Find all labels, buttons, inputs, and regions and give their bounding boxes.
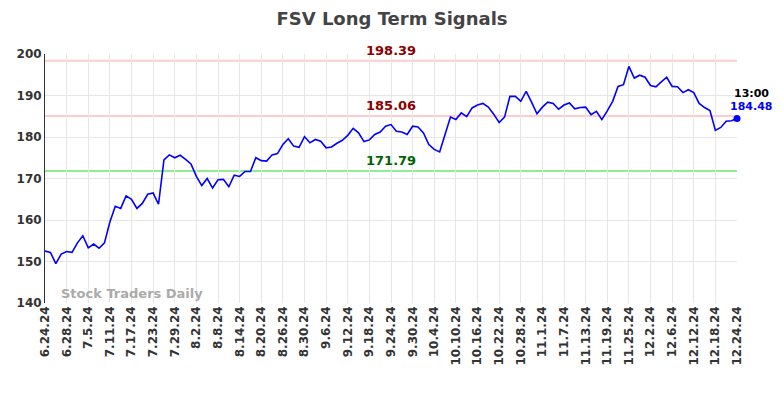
svg-text:7.29.24: 7.29.24: [168, 306, 182, 357]
svg-text:8.8.24: 8.8.24: [211, 306, 225, 349]
svg-text:198.39: 198.39: [366, 43, 416, 58]
svg-text:10.4.24: 10.4.24: [427, 306, 441, 357]
svg-text:12.24.24: 12.24.24: [730, 306, 744, 365]
svg-text:FSV Long Term Signals: FSV Long Term Signals: [276, 8, 507, 29]
svg-text:8.30.24: 8.30.24: [297, 306, 311, 357]
svg-text:140: 140: [17, 296, 42, 310]
svg-text:170: 170: [17, 172, 42, 186]
svg-text:6.28.24: 6.28.24: [60, 306, 74, 357]
svg-text:12.6.24: 12.6.24: [665, 306, 679, 357]
svg-text:10.10.24: 10.10.24: [449, 306, 463, 365]
svg-text:11.13.24: 11.13.24: [579, 306, 593, 365]
svg-text:8.20.24: 8.20.24: [254, 306, 268, 357]
svg-text:7.17.24: 7.17.24: [124, 306, 138, 357]
svg-text:11.19.24: 11.19.24: [600, 306, 614, 365]
svg-text:9.24.24: 9.24.24: [384, 306, 398, 357]
svg-text:9.18.24: 9.18.24: [362, 306, 376, 357]
svg-text:9.30.24: 9.30.24: [406, 306, 420, 357]
svg-text:8.14.24: 8.14.24: [233, 306, 247, 357]
svg-text:10.22.24: 10.22.24: [492, 306, 506, 365]
svg-text:184.48: 184.48: [730, 100, 772, 113]
svg-text:11.1.24: 11.1.24: [535, 306, 549, 357]
svg-text:8.2.24: 8.2.24: [189, 306, 203, 349]
svg-text:9.6.24: 9.6.24: [319, 306, 333, 349]
svg-text:8.26.24: 8.26.24: [276, 306, 290, 357]
svg-text:12.18.24: 12.18.24: [708, 306, 722, 365]
svg-text:Stock Traders Daily: Stock Traders Daily: [61, 286, 203, 301]
svg-text:190: 190: [17, 89, 42, 103]
svg-text:10.28.24: 10.28.24: [514, 306, 528, 365]
svg-text:12.12.24: 12.12.24: [687, 306, 701, 365]
svg-text:6.24.24: 6.24.24: [38, 306, 52, 357]
svg-text:150: 150: [17, 255, 42, 269]
svg-text:11.25.24: 11.25.24: [622, 306, 636, 365]
svg-text:11.7.24: 11.7.24: [557, 306, 571, 357]
svg-text:10.16.24: 10.16.24: [470, 306, 484, 365]
svg-text:7.11.24: 7.11.24: [103, 306, 117, 357]
svg-text:13:00: 13:00: [734, 87, 769, 100]
svg-text:7.23.24: 7.23.24: [146, 306, 160, 357]
svg-text:12.2.24: 12.2.24: [643, 306, 657, 357]
svg-text:7.5.24: 7.5.24: [81, 306, 95, 349]
svg-text:185.06: 185.06: [366, 98, 416, 113]
svg-text:171.79: 171.79: [366, 153, 416, 168]
svg-text:9.12.24: 9.12.24: [341, 306, 355, 357]
svg-text:160: 160: [17, 213, 42, 227]
svg-text:200: 200: [17, 47, 42, 61]
svg-text:180: 180: [17, 130, 42, 144]
